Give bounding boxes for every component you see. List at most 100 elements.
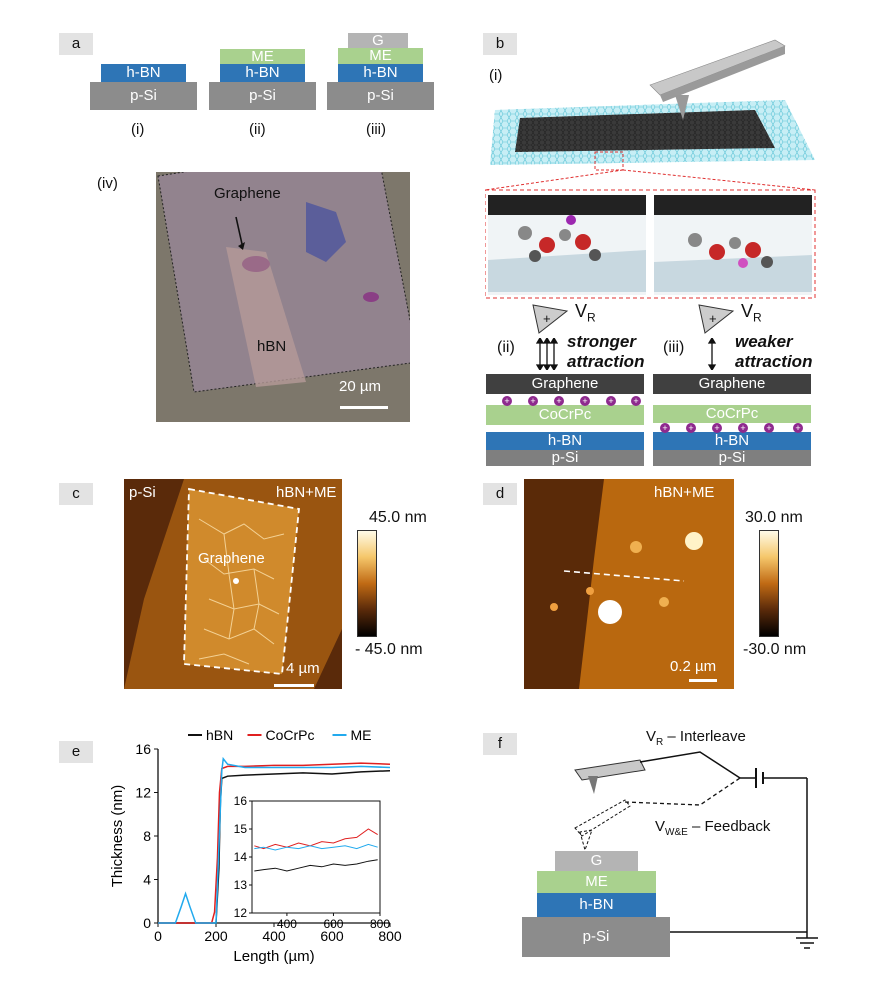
x-axis-label: Length (µm) xyxy=(233,948,314,965)
vwe-feedback-label: VW&E – Feedback xyxy=(655,818,771,838)
panel-label-f: f xyxy=(483,733,517,755)
svg-text:+: + xyxy=(766,423,771,433)
svg-text:+: + xyxy=(795,423,800,433)
roman-ii: (ii) xyxy=(497,339,515,356)
hbn-layer-iii: h-BN xyxy=(653,432,811,450)
weaker-label: weaker xyxy=(735,332,793,351)
x-tick-label: 400 xyxy=(262,928,286,944)
inset-x-tick-label: 400 xyxy=(277,917,297,931)
optical-micrograph: Graphene hBN 20 µm xyxy=(156,172,410,422)
panel-label-b: b xyxy=(483,33,517,55)
stack-iii-psi-layer: p-Si xyxy=(327,82,434,110)
y-tick-label: 0 xyxy=(143,915,151,931)
vr-label-ii: VR xyxy=(575,301,596,325)
svg-text:+: + xyxy=(608,396,613,406)
afm-image-c: p-Si hBN+ME Graphene 4 µm xyxy=(124,479,342,689)
afm-d-hbnme-label: hBN+ME xyxy=(654,484,715,501)
afm-c-psi-label: p-Si xyxy=(129,484,156,501)
colorbar-d-max: 30.0 nm xyxy=(745,509,803,526)
colorbar-d xyxy=(759,530,779,637)
stronger-attraction-label: attraction xyxy=(567,352,645,371)
tip-icon-ii: + xyxy=(532,304,569,334)
psi-layer-ii: p-Si xyxy=(486,450,644,466)
stack-ii-label: (ii) xyxy=(249,121,266,138)
inset-series-line-me xyxy=(254,843,378,851)
panel-label-e: e xyxy=(59,741,93,763)
cocrpc-layer-iii: CoCrPc xyxy=(653,405,811,423)
x-tick-label: 600 xyxy=(320,928,344,944)
optical-roman-label: (iv) xyxy=(97,175,118,192)
afm-image-c-art xyxy=(124,479,342,689)
psi-layer-iii: p-Si xyxy=(653,450,811,466)
vr-interleave-label: VR – Interleave xyxy=(646,728,746,748)
y-axis-label: Thickness (nm) xyxy=(109,785,126,888)
afm-d-scale-label: 0.2 µm xyxy=(670,658,717,675)
stack-iii-label: (iii) xyxy=(366,121,386,138)
afm-tip-schematic xyxy=(485,39,816,299)
afm-c-hbnme-label: hBN+ME xyxy=(276,484,337,501)
strong-arrows-icon xyxy=(536,338,558,370)
svg-text:+: + xyxy=(530,396,535,406)
afm-c-scale-label: 4 µm xyxy=(286,660,320,677)
series-line-cocrpc xyxy=(158,762,391,924)
graphene-layer-ii: Graphene xyxy=(486,374,644,394)
series-line-me xyxy=(158,756,391,924)
legend-label-me: ME xyxy=(351,727,372,743)
stack-i-psi-layer: p-Si xyxy=(90,82,197,110)
stack-i-label: (i) xyxy=(131,121,145,138)
inset-y-tick-label: 16 xyxy=(234,794,248,808)
x-tick-label: 200 xyxy=(204,928,228,944)
stronger-label: stronger xyxy=(567,332,636,351)
stack-iii-g-layer: G xyxy=(348,33,408,48)
graphene-layer-iii: Graphene xyxy=(653,374,811,394)
inset-y-tick-label: 15 xyxy=(234,822,248,836)
f-psi-layer: p-Si xyxy=(522,917,670,957)
inset-frame xyxy=(251,800,381,914)
x-tick-label: 800 xyxy=(378,928,402,944)
y-tick-label: 16 xyxy=(135,741,151,757)
svg-text:+: + xyxy=(633,396,638,406)
y-tick-label: 12 xyxy=(135,785,151,801)
svg-text:+: + xyxy=(714,423,719,433)
panel-label-d: d xyxy=(483,483,517,505)
inset-y-tick-label: 13 xyxy=(234,878,248,892)
vr-label-iii: VR xyxy=(741,301,762,325)
inset-series-line-hbn xyxy=(254,859,378,872)
legend-label-cocrpc: CoCrPc xyxy=(266,727,315,743)
svg-text:+: + xyxy=(709,311,717,326)
panel-label-c: c xyxy=(59,483,93,505)
afm-c-graphene-label: Graphene xyxy=(198,550,265,567)
svg-text:+: + xyxy=(740,423,745,433)
colorbar-c-max: 45.0 nm xyxy=(369,509,427,526)
optical-scale-label: 20 µm xyxy=(339,378,381,395)
charges-iii: + + + + + + xyxy=(660,423,803,433)
stack-i-hbn-layer: h-BN xyxy=(101,64,186,82)
weak-arrow-icon xyxy=(707,338,717,370)
inset-y-tick-label: 12 xyxy=(234,906,248,920)
svg-text:+: + xyxy=(582,396,587,406)
stack-iii-hbn-layer: h-BN xyxy=(338,64,423,82)
inset-x-tick-label: 600 xyxy=(323,917,343,931)
svg-text:+: + xyxy=(556,396,561,406)
colorbar-d-min: -30.0 nm xyxy=(743,641,807,658)
colorbar-c-min: - 45.0 nm xyxy=(355,641,423,658)
x-tick-label: 0 xyxy=(154,928,162,944)
y-tick-label: 8 xyxy=(143,828,151,844)
y-tick-label: 4 xyxy=(143,872,151,888)
weaker-attraction-label: attraction xyxy=(735,352,813,371)
charges-ii: + + + + + + xyxy=(502,396,641,406)
svg-text:+: + xyxy=(662,423,667,433)
optical-graphene-label: Graphene xyxy=(214,185,281,202)
panel-b-roman-i: (i) xyxy=(489,67,503,84)
svg-text:+: + xyxy=(688,423,693,433)
thickness-chart: 0 200 400 600 800 0 4 8 12 16 Length (µm) Thickness… xyxy=(109,727,402,965)
optical-hbn-label: hBN xyxy=(257,338,287,355)
stack-iii-me-layer: ME xyxy=(338,48,423,64)
f-g-layer: G xyxy=(555,851,638,871)
f-me-layer: ME xyxy=(537,871,656,893)
tip-icon-iii: + xyxy=(698,304,735,334)
inset-y-tick-label: 14 xyxy=(234,850,248,864)
circuit-schematic xyxy=(574,751,818,949)
colorbar-c xyxy=(357,530,377,637)
stack-ii-hbn-layer: h-BN xyxy=(220,64,305,82)
